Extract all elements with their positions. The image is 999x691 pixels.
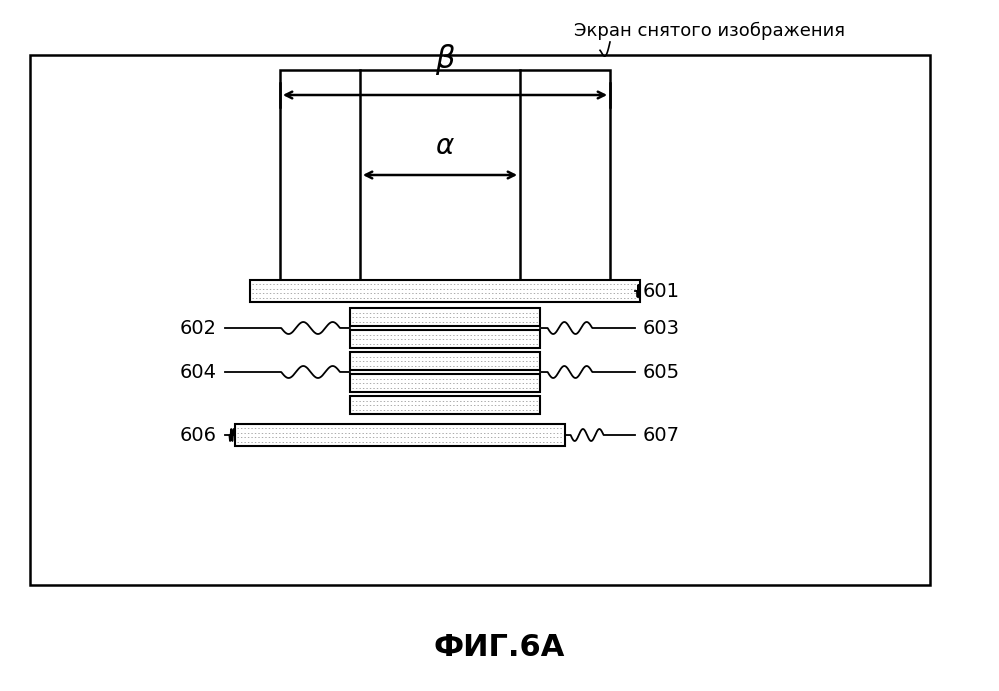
Text: Экран снятого изображения: Экран снятого изображения (574, 22, 845, 40)
Bar (350, 374, 540, 392)
Text: 603: 603 (643, 319, 680, 337)
Text: ФИГ.6A: ФИГ.6A (434, 634, 564, 663)
Text: 604: 604 (180, 363, 217, 381)
Bar (350, 308, 540, 326)
Text: $\beta$: $\beta$ (435, 42, 456, 77)
Bar (30, 55, 930, 585)
Bar (235, 424, 565, 446)
Bar (280, 70, 610, 290)
Text: 605: 605 (643, 363, 680, 381)
Bar (235, 424, 565, 446)
Text: 607: 607 (643, 426, 680, 444)
Text: 602: 602 (180, 319, 217, 337)
Text: 601: 601 (643, 281, 680, 301)
Text: 606: 606 (180, 426, 217, 444)
Text: $\alpha$: $\alpha$ (435, 132, 455, 160)
Bar (350, 374, 540, 392)
Bar (350, 330, 540, 348)
Bar (350, 330, 540, 348)
Bar (350, 308, 540, 326)
Bar (350, 352, 540, 370)
Bar (350, 396, 540, 414)
Bar (250, 280, 640, 302)
Bar (250, 280, 640, 302)
Bar (350, 352, 540, 370)
Bar (350, 396, 540, 414)
